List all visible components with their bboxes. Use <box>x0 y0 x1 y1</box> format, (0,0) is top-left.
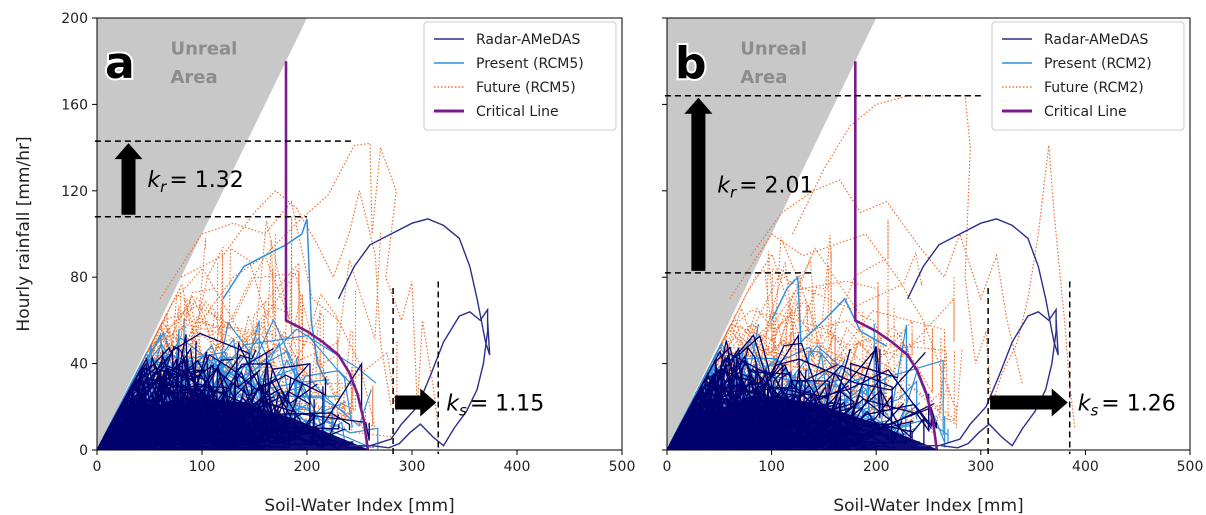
x-tick-label: 200 <box>863 459 890 475</box>
y-tick-label: 160 <box>61 97 88 113</box>
kr-arrow <box>114 143 143 215</box>
future-series-line <box>685 369 942 429</box>
future-series-line <box>102 237 207 438</box>
x-tick-label: 500 <box>1177 459 1204 475</box>
x-tick-label: 500 <box>609 459 636 475</box>
ks-label: ks = 1.26 <box>1078 391 1176 419</box>
legend-entry: Future (RCM5) <box>476 80 576 96</box>
present-series-line <box>222 218 329 386</box>
legend-entry: Radar-AMeDAS <box>476 32 580 48</box>
x-tick-label: 300 <box>967 459 994 475</box>
ks-arrow <box>990 388 1068 417</box>
future-series-line <box>153 319 339 421</box>
future-series-line <box>729 233 956 408</box>
future-series-line <box>159 200 376 429</box>
plot-area <box>97 18 491 450</box>
unreal-area-label: Area <box>740 67 787 88</box>
future-series-line <box>127 216 293 391</box>
future-series-line <box>710 365 874 434</box>
legend-box <box>991 21 1185 131</box>
y-tick-label: 80 <box>70 270 88 286</box>
radar-series-line <box>101 332 274 450</box>
future-series-line <box>677 336 947 430</box>
critical-line <box>284 61 370 450</box>
axes-frame <box>96 17 623 451</box>
future-series-line <box>675 319 913 434</box>
unreal-area-label: Area <box>171 67 218 88</box>
x-tick-label: 0 <box>93 459 102 475</box>
panel-letter: b <box>675 38 707 89</box>
future-series-line <box>131 330 358 418</box>
future-series-line <box>180 189 392 407</box>
y-axis-title: Hourly rainfall [mm/hr] <box>14 136 34 331</box>
future-series-line <box>137 234 276 382</box>
unreal-area-label: Unreal <box>171 39 238 60</box>
future-series-line <box>142 261 300 412</box>
y-tick-label: 40 <box>70 357 88 373</box>
x-tick-label: 100 <box>758 459 785 475</box>
future-series-line <box>707 261 955 395</box>
radar-dense-base <box>97 396 370 450</box>
panel-b: 0 100 200 300 400 500 Soil-Water Index [mm] b Un… <box>662 17 1204 515</box>
future-series-line <box>702 325 933 400</box>
legend-entry: Future (RCM2) <box>1044 80 1144 96</box>
ks-arrow <box>395 388 437 417</box>
y-tick-label: 0 <box>79 443 88 459</box>
legend-entry: Radar-AMeDAS <box>1044 32 1148 48</box>
radar-series-line <box>97 364 327 450</box>
future-series-line <box>791 95 1076 429</box>
ks-label: ks = 1.15 <box>446 391 544 419</box>
x-tick-label: 0 <box>663 459 672 475</box>
x-tick-label: 300 <box>399 459 426 475</box>
panel-letter: a <box>105 38 135 89</box>
future-series-line <box>697 280 879 395</box>
future-series-line <box>672 319 925 440</box>
radar-dense-base <box>667 396 939 450</box>
x-tick-label: 100 <box>189 459 216 475</box>
radar-series-line <box>906 218 1059 356</box>
future-series-line <box>97 244 225 450</box>
future-series-line <box>107 247 302 428</box>
x-axis-title: Soil-Water Index [mm] <box>833 496 1023 515</box>
future-series-line <box>140 377 341 435</box>
legend-entry: Present (RCM5) <box>476 56 584 72</box>
future-series-line <box>688 252 829 407</box>
future-series-line <box>712 300 864 416</box>
kr-arrow <box>684 97 713 271</box>
axes-frame <box>666 17 1191 451</box>
future-series-line <box>750 179 1024 386</box>
legend-entry: Critical Line <box>476 104 559 120</box>
kr-label: kr = 1.32 <box>147 168 243 196</box>
x-axis-title: Soil-Water Index [mm] <box>264 496 454 515</box>
legend-entry: Critical Line <box>1044 104 1127 120</box>
x-tick-label: 400 <box>504 459 531 475</box>
critical-line <box>853 61 939 450</box>
radar-series-line <box>337 218 491 356</box>
legend-entry: Present (RCM2) <box>1044 56 1152 72</box>
future-series-line <box>105 220 382 434</box>
plot-area <box>667 18 1076 450</box>
legend-box <box>423 21 617 131</box>
future-series-line <box>133 331 354 408</box>
kr-label: kr = 2.01 <box>717 173 813 201</box>
future-series-line <box>706 235 832 408</box>
x-tick-label: 400 <box>1072 459 1099 475</box>
x-tick-label: 200 <box>294 459 321 475</box>
unreal-area-label: Unreal <box>740 39 807 60</box>
present-series-line <box>770 275 888 347</box>
panel-a: 0 100 200 300 400 500 0 40 80 120 160 200 Soil-Water… <box>14 11 635 515</box>
future-series-line <box>201 142 439 429</box>
y-tick-label: 120 <box>61 184 88 200</box>
y-tick-label: 200 <box>61 11 88 27</box>
future-series-line <box>693 250 923 399</box>
future-series-line <box>689 219 889 405</box>
